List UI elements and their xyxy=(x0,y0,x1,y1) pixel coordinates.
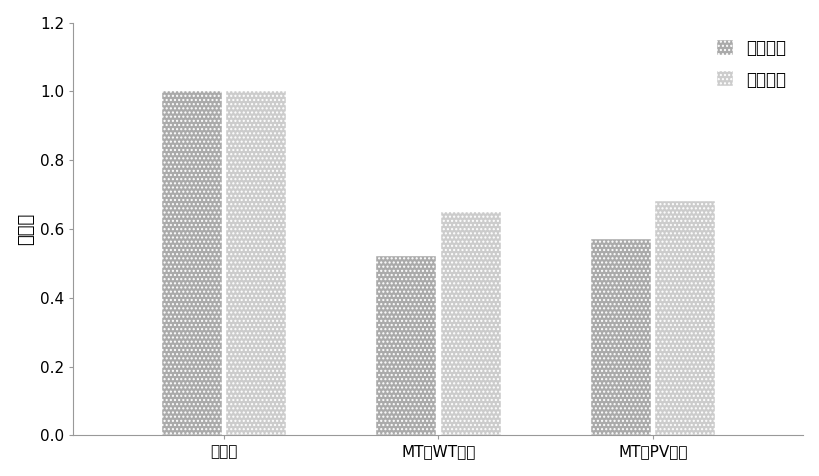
Bar xyxy=(440,212,500,436)
Bar xyxy=(161,91,221,436)
Bar xyxy=(590,239,650,436)
Bar xyxy=(225,91,286,436)
Y-axis label: 指标値: 指标値 xyxy=(16,213,34,245)
Legend: 运行成本, 运行风险: 运行成本, 运行风险 xyxy=(708,31,794,97)
Bar xyxy=(376,257,436,436)
Bar xyxy=(654,201,714,436)
